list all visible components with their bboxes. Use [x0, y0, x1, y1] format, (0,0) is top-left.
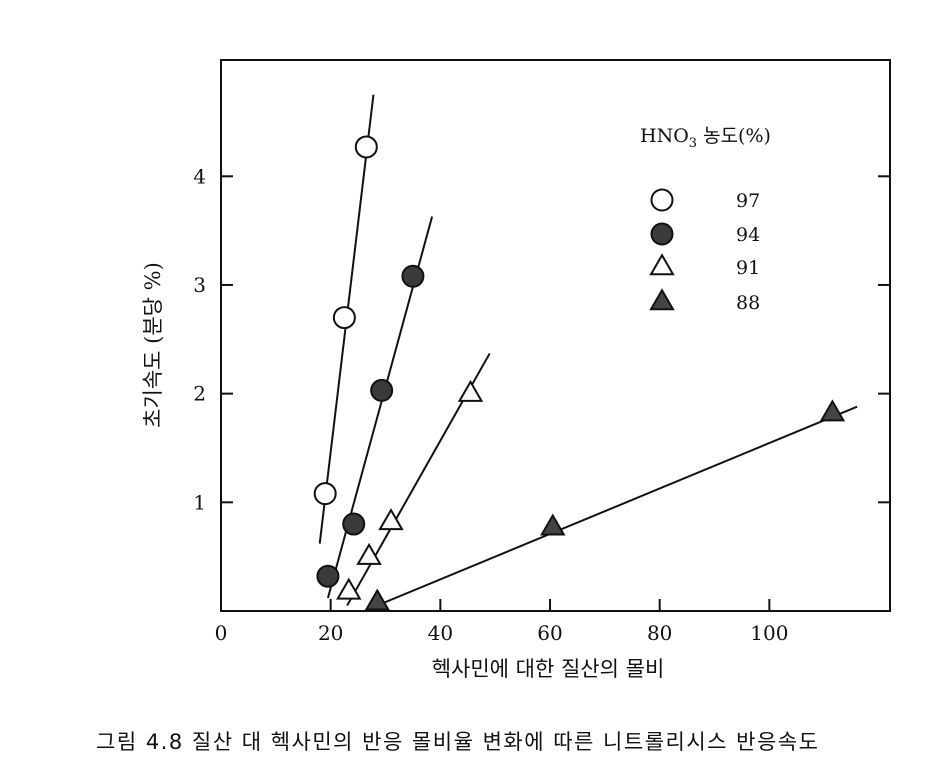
legend-marker-97 [650, 188, 674, 212]
data-point-97 [354, 135, 378, 159]
x-tick-label: 0 [215, 621, 228, 645]
data-point-91 [457, 379, 484, 402]
chart: 0 20 40 60 80 100 1 2 3 4 HNO3 농도(%) 97 94 91 88 헥사민… [141, 59, 891, 681]
data-point-97 [313, 482, 337, 506]
data-point-88 [540, 513, 566, 536]
y-tick-label: 3 [193, 273, 206, 297]
figure-caption: 그림 4.8 질산 대 헥사민의 반응 몰비율 변화에 따른 니트롤리시스 반응… [96, 730, 820, 754]
data-markers [313, 135, 846, 611]
legend-label: 88 [736, 292, 760, 314]
data-point-97 [332, 306, 356, 330]
x-tick-label: 80 [647, 621, 672, 645]
data-point-91 [378, 508, 404, 531]
x-tick-label: 20 [318, 621, 343, 645]
y-axis-label: 초기속도 (분당 %) [141, 262, 165, 428]
x-tick-label: 40 [428, 621, 453, 645]
data-point-94 [401, 264, 425, 288]
data-point-91 [336, 577, 362, 600]
axis-ticks: 0 20 40 60 80 100 1 2 3 4 [193, 164, 890, 645]
legend-label: 94 [736, 224, 760, 246]
data-point-88 [819, 399, 846, 422]
data-point-88 [364, 588, 391, 611]
data-point-94 [342, 512, 366, 536]
x-tick-label: 60 [537, 621, 562, 645]
y-tick-label: 1 [193, 490, 206, 514]
legend-marker-91 [649, 253, 675, 276]
plot-frame [220, 59, 891, 612]
data-point-94 [316, 564, 340, 588]
legend: HNO3 농도(%) 97 94 91 88 [640, 125, 771, 314]
y-tick-label: 4 [193, 164, 206, 188]
x-tick-label: 100 [750, 621, 788, 645]
fit-line-88 [374, 405, 858, 608]
data-point-91 [356, 542, 382, 565]
legend-marker-94 [650, 222, 674, 246]
legend-label: 91 [736, 257, 760, 279]
x-axis-label: 헥사민에 대한 질산의 몰비 [432, 657, 665, 681]
legend-items: 97 94 91 88 [649, 188, 760, 314]
legend-title: HNO3 농도(%) [640, 125, 771, 151]
data-point-94 [370, 378, 394, 402]
legend-label: 97 [736, 190, 760, 212]
y-tick-label: 2 [193, 382, 206, 406]
legend-marker-88 [649, 288, 675, 311]
